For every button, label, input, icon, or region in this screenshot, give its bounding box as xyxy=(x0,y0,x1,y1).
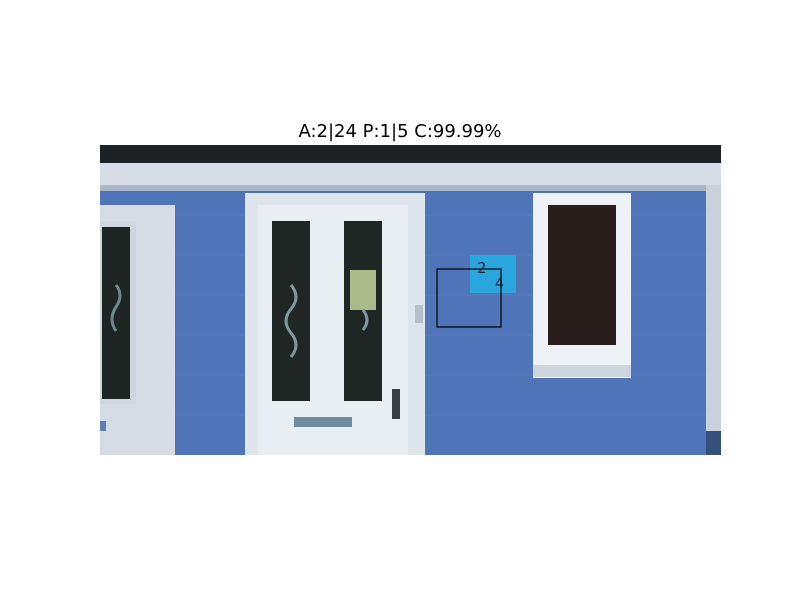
house-number-sign: 2 4 xyxy=(470,255,516,293)
drain-pipe xyxy=(706,185,721,455)
house-photo: 2 4 xyxy=(100,145,721,455)
window xyxy=(533,193,631,378)
figure-title: A:2|24 P:1|5 C:99.99% xyxy=(298,121,502,142)
left-door xyxy=(100,205,175,455)
front-door xyxy=(245,193,425,455)
house-number-top: 2 xyxy=(477,259,487,277)
detection-box xyxy=(436,268,502,328)
house-number-bottom: 4 xyxy=(495,276,504,292)
roof-edge xyxy=(100,145,721,163)
